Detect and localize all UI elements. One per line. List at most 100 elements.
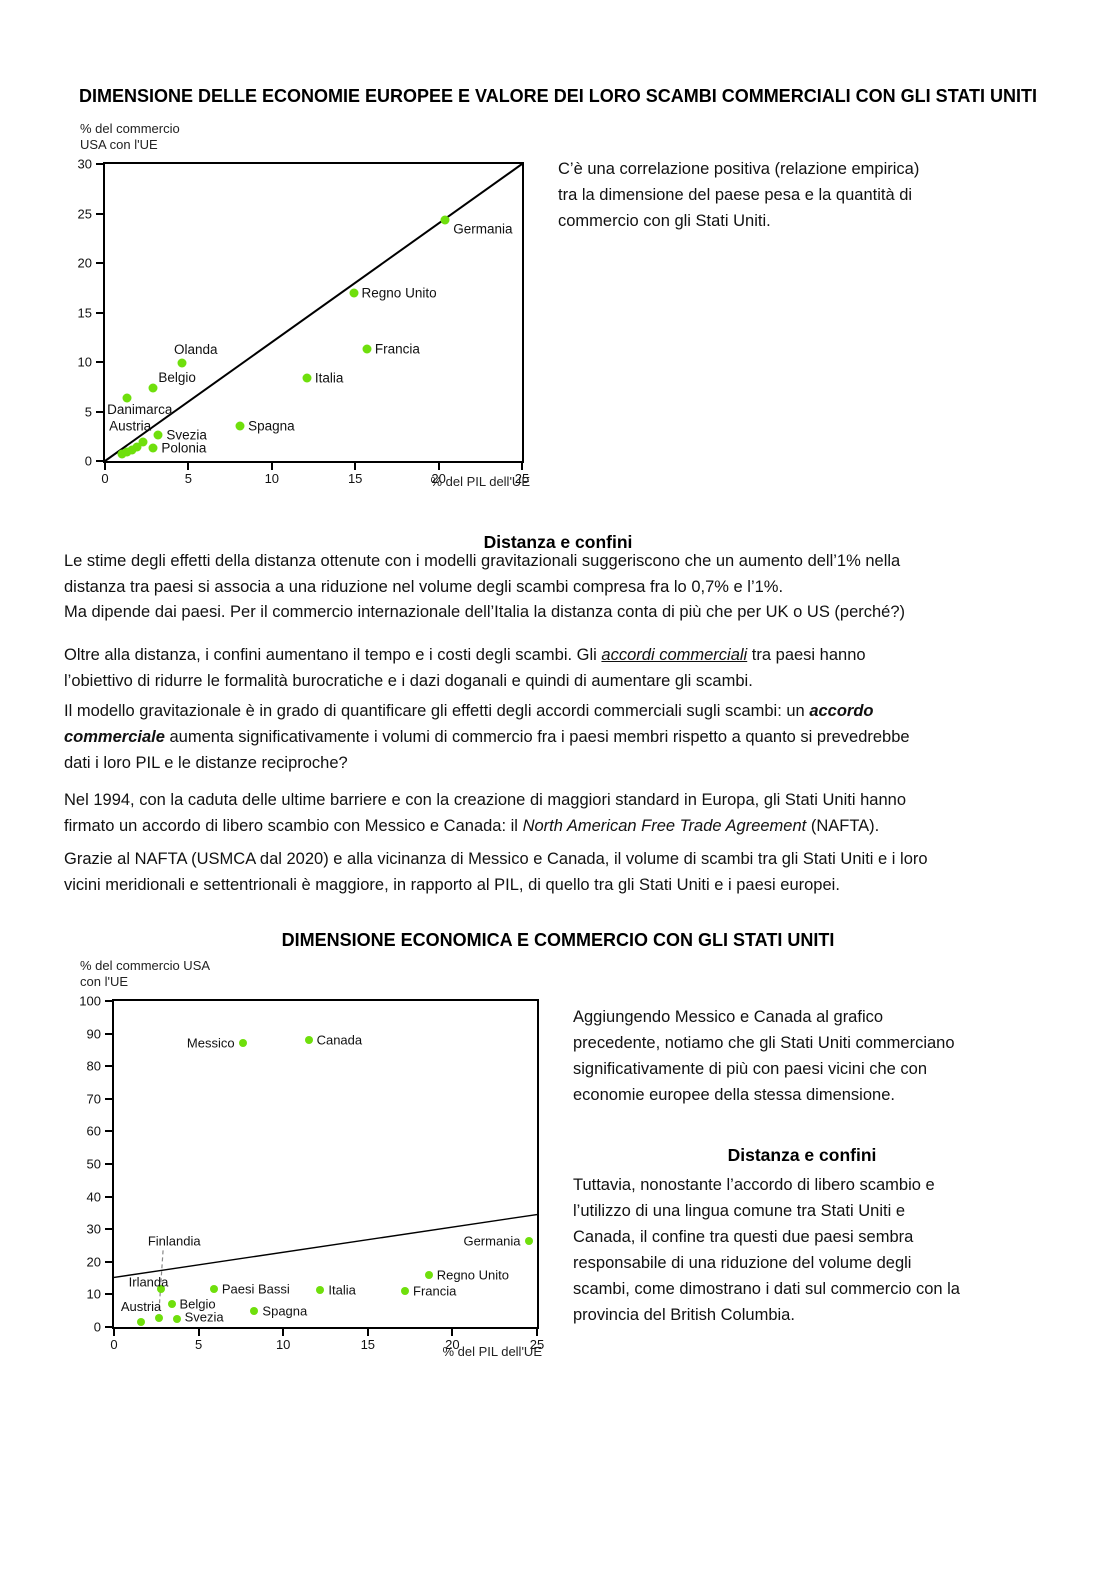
data-point-label: Italia xyxy=(328,1282,356,1298)
text-segment: tra paesi hanno l’obiettivo di ridurre l… xyxy=(64,646,866,690)
x-axis-tick-label: 0 xyxy=(101,471,109,486)
text-segment: (NAFTA). xyxy=(806,817,880,835)
data-point-label: Regno Unito xyxy=(436,1267,509,1283)
annotation-label: Austria xyxy=(109,418,152,434)
y-axis-tick-label: 10 xyxy=(77,354,92,370)
paragraph-confini-accordi: Oltre alla distanza, i confini aumentano… xyxy=(64,642,1064,694)
paragraph-usmca: Grazie al NAFTA (USMCA dal 2020) e alla … xyxy=(64,846,1064,898)
x-axis-tick-label: 20 xyxy=(431,471,446,486)
text-segment: accordo commerciale xyxy=(64,702,874,746)
y-axis-tick xyxy=(105,1032,112,1035)
data-point-label: Canada xyxy=(316,1032,363,1048)
data-point xyxy=(122,393,132,403)
data-point xyxy=(137,1318,146,1327)
y-axis-tick xyxy=(105,1130,112,1133)
data-point-label: Paesi Bassi xyxy=(221,1281,290,1297)
y-axis-tick xyxy=(96,311,103,314)
plot-area: 0 5 10 15 20 25 30 0 5 10 15 20 25 Germania Regno Unit… xyxy=(78,157,530,487)
text-segment: aumenta significativamente i volumi di c… xyxy=(64,728,910,772)
y-axis-tick-label: 20 xyxy=(77,255,92,271)
page-title: DIMENSIONE DELLE ECONOMIE EUROPEE E VALO… xyxy=(78,86,1038,107)
y-axis-tick xyxy=(105,1065,112,1068)
section-heading-distanza-2: Distanza e confini xyxy=(727,1144,877,1165)
y-axis-tick-label: 50 xyxy=(86,1156,101,1172)
x-axis-tick-label: 10 xyxy=(264,471,280,486)
data-point xyxy=(424,1271,433,1280)
y-axis-label: % del commercio USA con l'UE xyxy=(80,121,180,152)
y-axis-tick xyxy=(96,460,103,462)
paragraph-dipende-paesi: Ma dipende dai paesi. Per il commercio i… xyxy=(64,599,1064,625)
y-axis-tick-label: 60 xyxy=(86,1123,101,1139)
data-point-label: Spagna xyxy=(262,1303,308,1319)
x-axis-label: % del PIL dell'UE xyxy=(442,1344,542,1359)
x-axis-tick xyxy=(282,1329,285,1336)
chart2-caption: Aggiungendo Messico e Canada al grafico … xyxy=(573,1008,955,1104)
data-point xyxy=(349,288,359,298)
text-segment: Il modello gravitazionale è in grado di … xyxy=(64,702,810,720)
y-axis-tick-label: 40 xyxy=(86,1189,101,1205)
y-axis-label: % del commercio USA con l'UE xyxy=(80,958,211,989)
plot-lines xyxy=(114,1001,537,1327)
data-point xyxy=(117,449,127,459)
x-axis-tick xyxy=(113,1329,115,1336)
data-point xyxy=(250,1306,259,1315)
data-point xyxy=(153,430,163,440)
x-axis-tick-label: 20 xyxy=(445,1337,460,1352)
data-point xyxy=(154,1313,163,1322)
y-axis-tick xyxy=(105,1163,112,1165)
data-point-label: Olanda xyxy=(173,341,218,357)
y-axis-tick-label: 0 xyxy=(93,1319,101,1335)
x-axis-tick-label: 15 xyxy=(360,1337,376,1352)
x-axis-tick xyxy=(366,1329,369,1336)
y-axis-tick-label: 0 xyxy=(84,453,92,469)
data-point xyxy=(524,1236,533,1245)
plot-area: 0 10 20 30 40 50 60 70 80 90 100 0 5 10 15 20 25 Messico C… xyxy=(79,994,544,1353)
data-point xyxy=(440,215,450,225)
data-point xyxy=(157,1284,166,1293)
y-axis-tick-label: 70 xyxy=(86,1091,101,1107)
data-point xyxy=(167,1299,176,1308)
data-point xyxy=(316,1286,325,1295)
y-axis-tick xyxy=(105,1097,112,1100)
y-axis-tick-label: 30 xyxy=(77,156,92,172)
x-axis-tick-label: 15 xyxy=(347,471,363,486)
x-axis-tick xyxy=(536,1329,538,1336)
text-segment: Ma dipende dai paesi. Per il commercio i… xyxy=(64,603,906,621)
data-point-label: Spagna xyxy=(248,418,295,434)
y-axis-tick xyxy=(96,361,103,363)
y-axis-tick-label: 80 xyxy=(86,1058,101,1074)
data-point xyxy=(302,373,312,383)
x-axis-tick xyxy=(354,463,357,470)
data-point-label: Italia xyxy=(314,370,344,386)
data-point-label: Germania xyxy=(453,221,513,237)
x-axis-tick-label: 5 xyxy=(184,471,193,486)
data-point xyxy=(238,1039,247,1048)
data-point-label: Francia xyxy=(413,1283,457,1299)
x-axis-tick-label: 5 xyxy=(194,1337,203,1352)
data-point xyxy=(362,344,372,354)
y-axis-tick-label: 25 xyxy=(77,206,92,221)
x-axis-tick xyxy=(104,463,106,470)
data-point xyxy=(122,447,132,457)
y-axis-tick xyxy=(105,1293,112,1296)
text-segment: Oltre alla distanza, i confini aumentano… xyxy=(64,646,602,664)
y-axis-tick-label: 5 xyxy=(84,404,92,419)
y-axis-tick xyxy=(96,410,103,413)
data-point-label: Austria xyxy=(120,1299,162,1315)
x-axis-tick-label: 25 xyxy=(514,471,530,486)
data-point-label: Regno Unito xyxy=(361,285,437,301)
text-segment: Le stime degli effetti della distanza ot… xyxy=(64,552,901,596)
data-point-label: Messico xyxy=(186,1035,235,1051)
annotation-label: Finlandia xyxy=(147,1233,201,1249)
section-heading-distanza-1: Distanza e confini xyxy=(483,531,633,552)
plot-lines xyxy=(105,164,522,461)
paragraph-border-canada: Tuttavia, nonostante l’accordo di libero… xyxy=(573,1176,960,1324)
data-point-label: Danimarca xyxy=(107,401,173,417)
reference-line xyxy=(105,164,522,461)
x-axis-tick xyxy=(187,463,190,470)
data-point-label: Irlanda xyxy=(128,1274,169,1290)
paragraph-stime-distanza: Le stime degli effetti della distanza ot… xyxy=(64,548,1064,600)
text-segment: accordi commerciali xyxy=(601,646,748,664)
text-segment: North American Free Trade Agreement xyxy=(522,817,807,835)
